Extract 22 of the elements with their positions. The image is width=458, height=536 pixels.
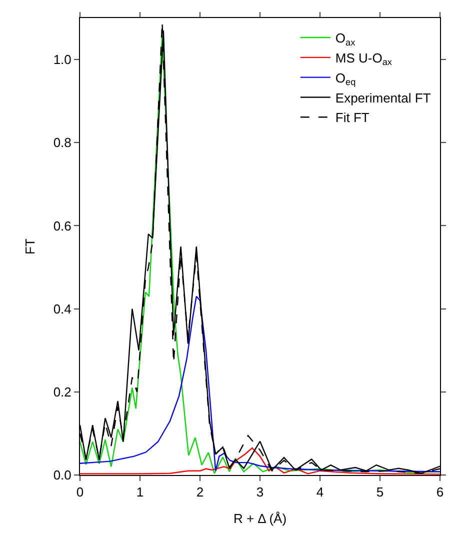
legend-label: MS U-O$_{ax}$ — [335, 50, 392, 68]
x-tick-label: 1 — [136, 484, 144, 500]
line-series — [80, 296, 440, 472]
y-tick-label: 1.0 — [53, 52, 72, 68]
x-tick-label: 0 — [76, 484, 84, 500]
legend-label: Experimental FT — [335, 90, 431, 106]
legend-label: O$_{eq}$ — [335, 70, 356, 88]
y-axis-title: FT — [22, 238, 38, 254]
y-tick-label: 0.2 — [53, 384, 72, 400]
line-series — [80, 447, 440, 475]
x-tick-label: 5 — [376, 484, 384, 500]
x-tick-label: 2 — [196, 484, 204, 500]
y-tick-label: 0.8 — [53, 135, 72, 150]
legend-label: Fit FT — [335, 110, 370, 126]
x-axis-title: R + Δ (Å) — [233, 511, 287, 526]
x-tick-label: 6 — [436, 484, 444, 500]
y-tick-label: 0.4 — [53, 301, 72, 316]
x-tick-label: 3 — [256, 484, 264, 500]
y-tick-label: 0.6 — [53, 218, 72, 234]
x-tick-label: 4 — [316, 484, 324, 500]
y-tick-label: 0.0 — [53, 468, 72, 483]
legend-label: O$_{ax}$ — [335, 30, 356, 48]
